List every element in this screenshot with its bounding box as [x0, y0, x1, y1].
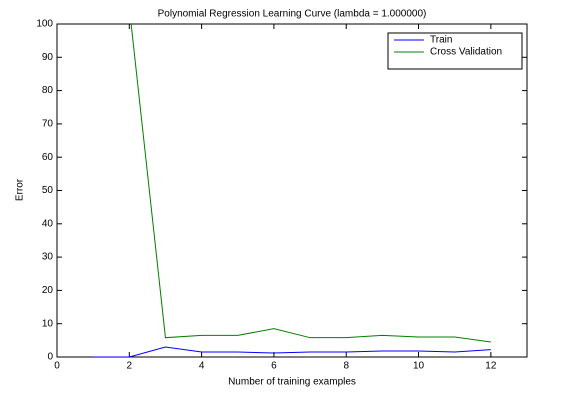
y-tick-label: 60 [42, 152, 54, 163]
legend-label: Cross Validation [430, 47, 502, 58]
y-tick-label: 0 [47, 352, 53, 363]
y-tick-label: 100 [36, 19, 53, 30]
x-tick-label: 2 [127, 361, 133, 372]
x-tick-label: 6 [271, 361, 277, 372]
legend-box [387, 32, 523, 70]
y-tick-label: 20 [42, 285, 54, 296]
x-tick-label: 12 [485, 361, 497, 372]
series-line [93, 346, 491, 357]
plot-lines [93, 24, 491, 357]
x-tick-label: 0 [54, 361, 60, 372]
y-tick-label: 10 [42, 318, 54, 329]
y-tick-label: 40 [42, 218, 54, 229]
y-tick-label: 90 [42, 52, 54, 63]
x-tick-label: 8 [343, 361, 349, 372]
plot-area [56, 23, 528, 358]
y-tick-label: 70 [42, 119, 54, 130]
y-tick-label: 50 [42, 185, 54, 196]
y-axis-label: Error [15, 178, 26, 201]
series-line [130, 24, 491, 343]
y-tick-label: 30 [42, 252, 54, 263]
chart-title: Polynomial Regression Learning Curve (la… [158, 9, 427, 20]
legend-label: Train [430, 35, 452, 46]
x-tick-label: 10 [413, 361, 425, 372]
x-axis-label: Number of training examples [228, 377, 356, 388]
x-tick-label: 4 [199, 361, 205, 372]
y-tick-label: 80 [42, 85, 54, 96]
